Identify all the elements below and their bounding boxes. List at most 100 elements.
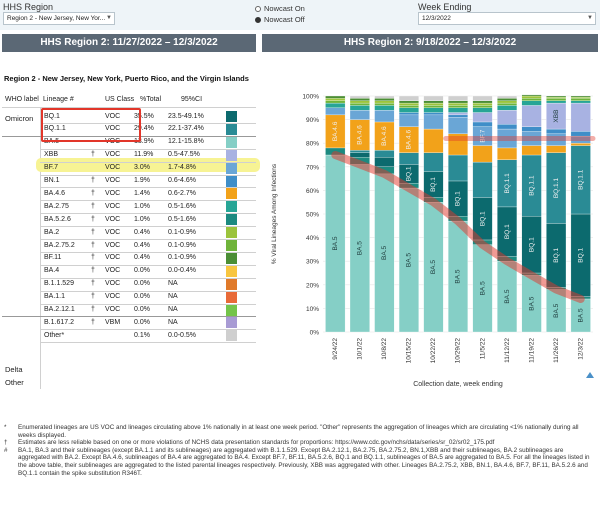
week-ending-select[interactable]: 12/3/2022 ▼ (418, 12, 596, 25)
bar-label: BQ.1.1 (577, 169, 584, 190)
lineage-color-swatch (226, 149, 237, 161)
bar-segment-xbb (448, 112, 468, 116)
bar-segment-bf-11 (398, 100, 419, 104)
bar-segment-ba-2-75 (546, 100, 567, 104)
week-ending-label: Week Ending (418, 2, 472, 12)
ba5-decline-annotation (331, 151, 585, 303)
percent-total: 1.0% (134, 202, 150, 210)
bar-label: BA.5 (332, 236, 339, 250)
nowcast-on-option[interactable]: Nowcast On (255, 3, 305, 14)
percent-total: 11.9% (134, 151, 154, 159)
bar-label: BQ.1 (504, 224, 511, 239)
us-class: VOC (105, 177, 121, 184)
x-tick-label: 12/3/22 (577, 338, 584, 360)
bar-segment-other (349, 95, 370, 99)
unreliable-marker: † (91, 189, 95, 197)
bar-segment-ba-2 (398, 102, 419, 106)
bar-label: BQ.1 (406, 166, 413, 181)
us-class: VOC (105, 267, 121, 275)
bar-label: BA.5 (479, 281, 486, 295)
bar-segment-ba-4-6 (497, 147, 518, 160)
bar-label: BQ.1 (577, 248, 584, 263)
lineage-name: BA.4 (44, 267, 60, 275)
footnote: * Enumerated lineages are US VOC and line… (4, 424, 596, 439)
lineage-color-swatch (226, 227, 237, 239)
footnote: † Estimates are less reliable based on on… (4, 439, 596, 447)
unreliable-marker: † (91, 254, 95, 262)
us-class: VOC (105, 306, 121, 313)
row-divider (40, 226, 256, 228)
bar-segment-ba-2 (497, 100, 518, 104)
row-divider (40, 264, 256, 266)
bar-label: BQ.1 (430, 177, 437, 192)
radio-selected-icon[interactable] (255, 16, 261, 23)
bar-segment-bq-1-1 (398, 152, 419, 165)
confidence-interval: 0.1-0.9% (168, 228, 197, 236)
bar-segment-other (398, 95, 419, 101)
lineage-color-swatch (226, 265, 237, 277)
unreliable-marker: † (91, 293, 95, 301)
group-divider (40, 107, 41, 389)
row-divider (40, 213, 256, 215)
percent-total: 0.0% (134, 293, 150, 301)
bar-label: BQ.1 (455, 191, 462, 206)
percent-total: 1.9% (134, 177, 150, 184)
region-select[interactable]: Region 2 - New Jersey, New Yor... ▼ (3, 12, 115, 25)
y-tick-label: 80% (306, 141, 319, 148)
percent-total: 3.0% (134, 164, 150, 172)
bar-segment-bf-11 (546, 95, 567, 98)
us-class: VOC (105, 112, 121, 120)
bar-segment-ba-2-75 (570, 100, 591, 104)
bar-segment-bf-7 (349, 110, 370, 120)
confidence-interval: 12.1-15.8% (168, 138, 204, 146)
bar-label: BA.5 (577, 308, 584, 322)
bar-segment-bn-1 (497, 124, 518, 130)
filter-bar: HHS Region Region 2 - New Jersey, New Yo… (0, 0, 600, 30)
bar-segment-bf-7 (374, 110, 395, 123)
unreliable-marker: † (91, 241, 95, 249)
percent-total: 0.1% (134, 331, 150, 339)
x-tick-label: 11/5/22 (479, 338, 486, 360)
col-header-who: WHO label (5, 96, 39, 103)
lineage-color-swatch (226, 291, 237, 303)
row-divider (40, 303, 256, 305)
y-tick-label: 10% (306, 306, 319, 313)
radio-icon[interactable] (255, 5, 261, 12)
confidence-interval: 0.1-0.9% (168, 254, 197, 262)
x-tick-label: 10/1/22 (357, 338, 364, 360)
bar-segment-ba-4-6 (521, 145, 542, 156)
bar-segment-bq-1-1 (349, 150, 370, 153)
footnote-text: BA.1, BA.3 and their sublineages (except… (18, 446, 590, 477)
percent-total: 0.4% (134, 228, 150, 236)
x-tick-label: 11/12/22 (504, 338, 511, 363)
nowcast-off-option[interactable]: Nowcast Off (255, 14, 305, 25)
confidence-interval: NA (168, 293, 178, 301)
x-tick-label: 10/8/22 (381, 338, 388, 360)
unreliable-marker: † (91, 228, 95, 236)
bar-segment-other (423, 95, 444, 101)
lineage-color-swatch (226, 252, 237, 264)
unreliable-marker: † (91, 280, 95, 288)
expand-icon (586, 372, 594, 378)
bar-segment-bq-1-1 (374, 150, 395, 158)
x-tick-label: 10/15/22 (406, 338, 413, 364)
group-label-omicron: Omicron (5, 114, 34, 123)
lineage-proportion-chart: 0% 10% 20% 30% 40% 50% 60% 70% 80% 90% 100% BA.5 BA.… (271, 94, 596, 388)
xbb-row-highlight (36, 158, 260, 172)
lineage-name: BN.1 (44, 177, 60, 184)
bar-segment-ba-2-75 (497, 105, 518, 111)
footnote-text: Estimates are less reliable based on one… (18, 439, 495, 447)
row-divider (40, 277, 256, 279)
bar-segment-ba-4-6 (472, 145, 493, 163)
group-divider-line (2, 135, 256, 137)
unreliable-marker: † (91, 151, 95, 159)
lineage-color-swatch (226, 240, 237, 251)
bar-label: BQ.1 (528, 237, 535, 252)
bar-label: BQ.1.1 (528, 175, 535, 196)
bar-segment-bf-11 (521, 94, 542, 97)
percent-total: 0.0% (134, 280, 150, 288)
chevron-down-icon: ▼ (106, 15, 112, 21)
bar-segment-bn-1 (570, 131, 591, 137)
row-divider (40, 122, 256, 124)
lineage-color-swatch (226, 111, 237, 122)
